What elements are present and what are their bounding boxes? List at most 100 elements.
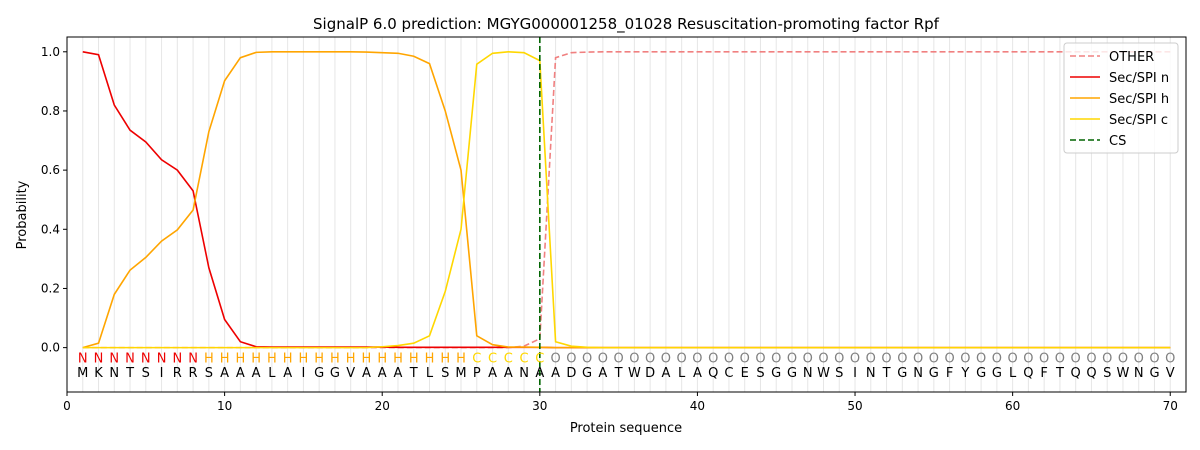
predicted-label: H	[393, 351, 403, 366]
sequence-residue: S	[441, 366, 449, 381]
predicted-label: C	[520, 351, 529, 366]
sequence-residue: G	[330, 366, 340, 381]
predicted-label: O	[1039, 351, 1049, 366]
grid-lines	[82, 37, 1171, 392]
predicted-label: O	[771, 351, 781, 366]
sequence-residue: A	[504, 366, 513, 381]
predicted-label: H	[314, 351, 324, 366]
series-line-2	[82, 50, 1171, 349]
sequence-residue: S	[756, 366, 764, 381]
sequence-residue: G	[929, 366, 939, 381]
predicted-label: O	[1165, 351, 1175, 366]
predicted-label: H	[456, 351, 466, 366]
sequence-residue: A	[488, 366, 497, 381]
sequence-residue: A	[378, 366, 387, 381]
sequence-residue: G	[771, 366, 781, 381]
legend: OTHER Sec/SPI n Sec/SPI h Sec/SPI c CS	[1063, 42, 1179, 154]
predicted-label: O	[677, 351, 687, 366]
sequence-residue: S	[835, 366, 843, 381]
sequence-residue: S	[142, 366, 150, 381]
predicted-label: H	[283, 351, 293, 366]
x-axis-ticks: 0 10 20 30 40 50 60 70	[63, 392, 1178, 413]
x-tick-label: 50	[847, 399, 862, 413]
sequence-residue: A	[693, 366, 702, 381]
predicted-label: O	[614, 351, 624, 366]
predicted-label: C	[472, 351, 481, 366]
sequence-residue: L	[1009, 366, 1017, 381]
sequence-residue: R	[173, 366, 182, 381]
sequence-residue: T	[882, 366, 891, 381]
predicted-label: H	[362, 351, 372, 366]
predicted-label: O	[692, 351, 702, 366]
x-axis-label: Protein sequence	[570, 421, 682, 436]
predicted-label: O	[787, 351, 797, 366]
x-tick-label: 20	[375, 399, 390, 413]
predicted-label: H	[204, 351, 214, 366]
predicted-label: O	[976, 351, 986, 366]
sequence-residue: W	[817, 366, 830, 381]
predicted-label: O	[566, 351, 576, 366]
predicted-label: C	[535, 351, 544, 366]
series-lines	[82, 37, 1171, 392]
predicted-label: H	[220, 351, 230, 366]
y-tick-label: 0.0	[41, 341, 60, 355]
predicted-label: O	[897, 351, 907, 366]
sequence-residue: G	[1149, 366, 1159, 381]
predicted-label: N	[157, 351, 167, 366]
predicted-label: N	[188, 351, 198, 366]
sequence-residue: L	[268, 366, 276, 381]
sequence-residue: D	[645, 366, 655, 381]
chart-title: SignalP 6.0 prediction: MGYG000001258_01…	[313, 15, 940, 34]
predicted-label: O	[1055, 351, 1065, 366]
y-axis-ticks: 0.0 0.2 0.4 0.6 0.8 1.0	[41, 45, 67, 355]
sequence-residue: G	[992, 366, 1002, 381]
sequence-residue: I	[301, 366, 305, 381]
predicted-label: O	[598, 351, 608, 366]
predicted-label: O	[992, 351, 1002, 366]
predicted-label: H	[425, 351, 435, 366]
legend-label: Sec/SPI c	[1109, 113, 1168, 128]
predicted-label: N	[109, 351, 119, 366]
predicted-label: O	[708, 351, 718, 366]
x-tick-label: 30	[532, 399, 547, 413]
sequence-residue: I	[160, 366, 164, 381]
predicted-label: O	[944, 351, 954, 366]
sequence-residue: G	[976, 366, 986, 381]
sequence-residue: N	[109, 366, 119, 381]
sequence-residue: N	[913, 366, 923, 381]
sequence-residue: G	[314, 366, 324, 381]
sequence-residue: W	[1117, 366, 1130, 381]
predicted-label: H	[346, 351, 356, 366]
predicted-label: O	[629, 351, 639, 366]
sequence-residue: L	[426, 366, 434, 381]
legend-label: CS	[1109, 134, 1126, 149]
predicted-label: C	[488, 351, 497, 366]
sequence-residue: E	[741, 366, 749, 381]
predicted-label: O	[1134, 351, 1144, 366]
predicted-label: O	[834, 351, 844, 366]
predicted-label: N	[78, 351, 88, 366]
predicted-label: O	[803, 351, 813, 366]
sequence-residue: G	[787, 366, 797, 381]
sequence-residue: A	[394, 366, 403, 381]
y-tick-label: 1.0	[41, 45, 60, 59]
sequence-residue: A	[283, 366, 292, 381]
sequence-residue: F	[1040, 366, 1047, 381]
predicted-label: O	[929, 351, 939, 366]
y-tick-label: 0.6	[41, 163, 60, 177]
sequence-residue: T	[125, 366, 134, 381]
sequence-residue: Q	[1086, 366, 1096, 381]
sequence-residue: D	[566, 366, 576, 381]
sequence-residue: M	[455, 366, 466, 381]
predicted-label: O	[645, 351, 655, 366]
predicted-label: H	[267, 351, 277, 366]
y-axis-label: Probability	[15, 180, 30, 249]
sequence-residue: G	[897, 366, 907, 381]
predicted-label: O	[550, 351, 560, 366]
predicted-label: H	[440, 351, 450, 366]
sequence-residue: A	[535, 366, 544, 381]
sequence-residue: P	[473, 366, 481, 381]
predicted-label: H	[330, 351, 340, 366]
predicted-label: O	[661, 351, 671, 366]
